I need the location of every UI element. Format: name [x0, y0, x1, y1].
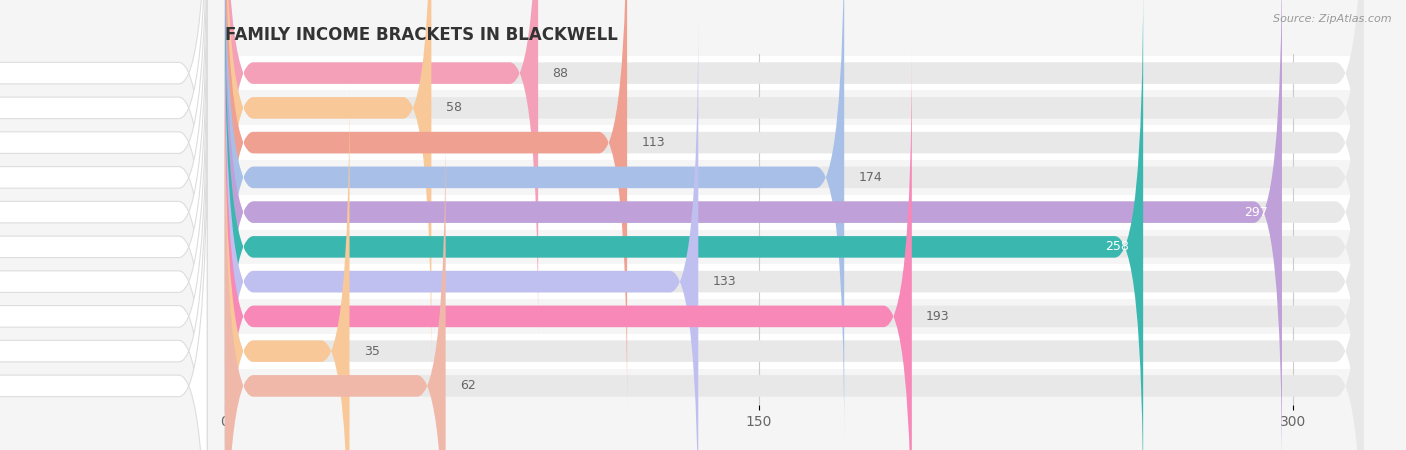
FancyBboxPatch shape	[0, 14, 207, 450]
FancyBboxPatch shape	[0, 49, 207, 450]
Bar	[225, 160, 1364, 195]
Bar	[225, 56, 1364, 90]
Bar	[225, 90, 1364, 125]
FancyBboxPatch shape	[0, 0, 207, 340]
FancyBboxPatch shape	[225, 0, 844, 445]
FancyBboxPatch shape	[225, 0, 1282, 450]
Text: 174: 174	[859, 171, 882, 184]
Bar	[225, 195, 1364, 230]
Text: 258: 258	[1105, 240, 1129, 253]
Bar	[225, 299, 1364, 334]
FancyBboxPatch shape	[225, 0, 1143, 450]
Bar	[225, 334, 1364, 369]
Text: Source: ZipAtlas.com: Source: ZipAtlas.com	[1274, 14, 1392, 23]
FancyBboxPatch shape	[225, 14, 1364, 450]
Bar	[225, 230, 1364, 264]
Text: 297: 297	[1244, 206, 1268, 219]
FancyBboxPatch shape	[0, 0, 207, 445]
FancyBboxPatch shape	[0, 119, 207, 450]
Text: 62: 62	[460, 379, 475, 392]
Text: 58: 58	[446, 101, 461, 114]
FancyBboxPatch shape	[225, 49, 912, 450]
FancyBboxPatch shape	[225, 0, 1364, 410]
FancyBboxPatch shape	[225, 14, 699, 450]
Text: 193: 193	[927, 310, 949, 323]
FancyBboxPatch shape	[225, 0, 1364, 445]
FancyBboxPatch shape	[225, 0, 538, 340]
FancyBboxPatch shape	[225, 84, 1364, 450]
Text: 35: 35	[364, 345, 380, 358]
FancyBboxPatch shape	[225, 84, 350, 450]
Bar	[225, 264, 1364, 299]
FancyBboxPatch shape	[225, 0, 1364, 450]
Text: FAMILY INCOME BRACKETS IN BLACKWELL: FAMILY INCOME BRACKETS IN BLACKWELL	[225, 26, 617, 44]
FancyBboxPatch shape	[225, 0, 432, 375]
Bar	[225, 125, 1364, 160]
Text: 133: 133	[713, 275, 737, 288]
FancyBboxPatch shape	[0, 0, 207, 450]
FancyBboxPatch shape	[0, 0, 207, 450]
FancyBboxPatch shape	[225, 0, 627, 410]
Bar	[225, 369, 1364, 403]
Text: 88: 88	[553, 67, 568, 80]
FancyBboxPatch shape	[225, 0, 1364, 450]
FancyBboxPatch shape	[225, 0, 1364, 375]
FancyBboxPatch shape	[0, 0, 207, 410]
FancyBboxPatch shape	[225, 119, 446, 450]
FancyBboxPatch shape	[225, 0, 1364, 340]
FancyBboxPatch shape	[0, 0, 207, 375]
FancyBboxPatch shape	[0, 84, 207, 450]
Text: 113: 113	[641, 136, 665, 149]
FancyBboxPatch shape	[225, 119, 1364, 450]
FancyBboxPatch shape	[225, 49, 1364, 450]
